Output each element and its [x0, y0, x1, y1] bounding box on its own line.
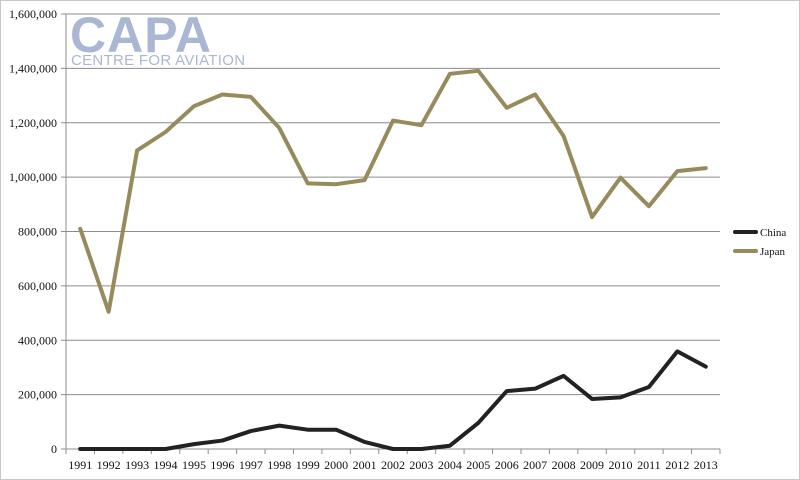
data-point-china — [505, 389, 509, 393]
data-point-china — [618, 395, 622, 399]
x-tick-label: 2010 — [608, 458, 632, 472]
data-point-japan — [192, 104, 196, 108]
logo-sub-text: CENTRE FOR AVIATION — [71, 52, 245, 69]
x-tick-label: 2013 — [694, 458, 718, 472]
data-point-china — [135, 447, 139, 451]
data-point-japan — [618, 176, 622, 180]
data-point-japan — [107, 310, 111, 314]
y-tick-labels: 0 200,000 400,000 600,000 800,000 1,000,000 1,… — [9, 7, 57, 456]
data-point-china — [107, 447, 111, 451]
x-tick-label: 2001 — [353, 458, 377, 472]
data-point-china — [704, 365, 708, 369]
data-point-china — [476, 421, 480, 425]
gridlines — [66, 13, 720, 396]
x-tick-label: 2002 — [381, 458, 405, 472]
x-tick-label: 2000 — [324, 458, 348, 472]
data-point-japan — [590, 215, 594, 219]
data-point-japan — [78, 227, 82, 231]
logo-main-text: CAPA — [70, 7, 212, 63]
y-tick-label: 0 — [51, 442, 57, 456]
data-point-japan — [448, 72, 452, 76]
y-tick-label: 1,400,000 — [9, 61, 57, 75]
data-point-china — [363, 440, 367, 444]
x-tick-label: 1991 — [68, 458, 92, 472]
x-tick-label: 1999 — [296, 458, 320, 472]
data-point-china — [391, 447, 395, 451]
x-tick-label: 1996 — [210, 458, 234, 472]
data-point-china — [249, 429, 253, 433]
series-lines — [78, 68, 708, 451]
data-point-japan — [505, 106, 509, 110]
x-tick-label: 1997 — [239, 458, 263, 472]
x-tick-label: 2005 — [466, 458, 490, 472]
x-tick-label: 2009 — [580, 458, 604, 472]
data-point-china — [277, 424, 281, 428]
x-tick-label: 2008 — [552, 458, 576, 472]
data-point-japan — [249, 95, 253, 99]
data-point-japan — [647, 204, 651, 208]
data-point-china — [675, 349, 679, 353]
x-tick-label: 2006 — [495, 458, 519, 472]
data-point-japan — [675, 169, 679, 173]
y-tick-label: 400,000 — [18, 333, 57, 347]
data-point-japan — [164, 130, 168, 134]
data-point-japan — [533, 92, 537, 96]
data-point-japan — [391, 119, 395, 123]
series-line-japan — [78, 68, 708, 314]
x-tick-label: 1995 — [182, 458, 206, 472]
y-tick-label: 600,000 — [18, 279, 57, 293]
x-tick-label: 1993 — [125, 458, 149, 472]
data-point-china — [78, 447, 82, 451]
y-tick-label: 1,000,000 — [9, 170, 57, 184]
data-point-china — [448, 444, 452, 448]
x-tick-label: 2004 — [438, 458, 462, 472]
data-point-china — [533, 387, 537, 391]
data-point-japan — [562, 134, 566, 138]
legend: China Japan — [733, 227, 786, 258]
data-point-china — [306, 428, 310, 432]
data-point-china — [164, 447, 168, 451]
y-tick-label: 1,600,000 — [9, 7, 57, 21]
y-tick-label: 1,200,000 — [9, 116, 57, 130]
x-tick-labels: 1991 1992 1993 1994 1995 1996 1997 1998 1999 2000… — [68, 458, 718, 472]
capa-logo: CAPA CENTRE FOR AVIATION — [70, 7, 245, 69]
data-point-china — [192, 442, 196, 446]
data-point-japan — [220, 92, 224, 96]
data-point-china — [562, 374, 566, 378]
x-tick-label: 1998 — [267, 458, 291, 472]
legend-label-china: China — [760, 227, 786, 239]
data-point-japan — [363, 178, 367, 182]
y-tick-label: 200,000 — [18, 388, 57, 402]
data-point-japan — [135, 148, 139, 152]
data-point-china — [334, 428, 338, 432]
series-line-china — [78, 349, 708, 451]
data-point-japan — [419, 123, 423, 127]
x-tick-label: 2012 — [665, 458, 689, 472]
data-point-japan — [277, 126, 281, 130]
y-tick-label: 800,000 — [18, 225, 57, 239]
data-point-china — [590, 397, 594, 401]
data-point-japan — [306, 181, 310, 185]
axes — [61, 13, 721, 454]
x-tick-label: 2011 — [637, 458, 661, 472]
x-tick-label: 1994 — [154, 458, 178, 472]
data-point-china — [419, 447, 423, 451]
legend-label-japan: Japan — [760, 246, 786, 258]
data-point-japan — [334, 182, 338, 186]
x-tick-label: 2007 — [523, 458, 547, 472]
data-point-china — [647, 385, 651, 389]
data-point-japan — [704, 166, 708, 170]
x-tick-label: 2003 — [409, 458, 433, 472]
data-point-japan — [476, 69, 480, 73]
x-tick-label: 1992 — [97, 458, 121, 472]
data-point-china — [220, 439, 224, 443]
